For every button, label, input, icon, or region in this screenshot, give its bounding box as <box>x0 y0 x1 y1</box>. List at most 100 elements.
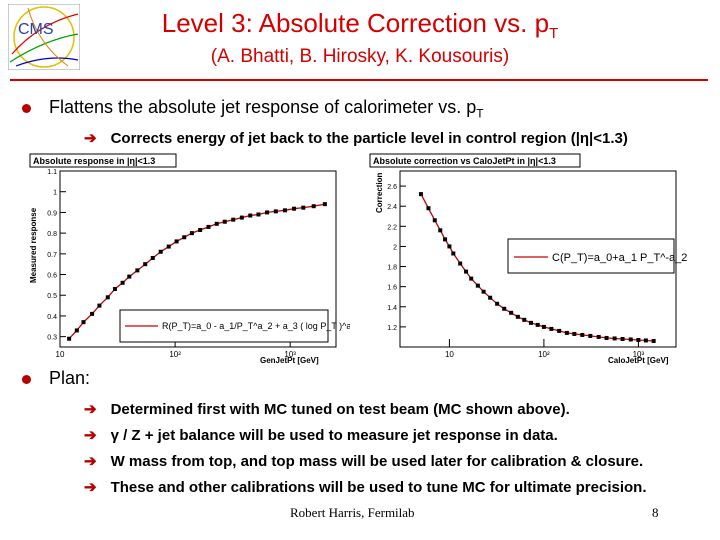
y-tick-label: 1 <box>53 190 57 197</box>
data-point <box>198 228 203 233</box>
y-axis-label: Correction <box>375 172 384 213</box>
x-tick-label: 10² <box>169 350 181 359</box>
bullet-dot-icon <box>22 374 31 384</box>
bullet1-text: Flattens the absolute jet response of ca… <box>49 97 477 117</box>
data-point <box>426 206 431 211</box>
x-axis-label: GenJetPt [GeV] <box>260 356 319 365</box>
data-point <box>282 208 287 213</box>
plan-list: ➔ Determined first with MC tuned on test … <box>84 397 647 501</box>
y-axis-label: Measured response <box>29 207 38 283</box>
data-point <box>596 334 601 339</box>
y-tick-label: 1.4 <box>387 305 397 312</box>
subbullet-corrects: ➔ Corrects energy of jet back to the part… <box>84 129 628 147</box>
data-point <box>535 322 540 327</box>
chart-title-box <box>369 153 581 168</box>
footer-author: Robert Harris, Fermilab <box>290 505 415 520</box>
y-tick-label: 2.6 <box>387 184 397 191</box>
arrow-right-icon: ➔ <box>84 427 97 444</box>
data-point <box>447 244 452 249</box>
chart-title: Absolute correction vs CaloJetPt in |η|<… <box>373 156 556 166</box>
title-text: Level 3: Absolute Correction vs. p <box>161 8 550 38</box>
list-item: ➔ These and other calibrations will be us… <box>84 479 647 496</box>
data-point <box>541 324 546 329</box>
data-point <box>580 332 585 337</box>
data-point <box>604 335 609 340</box>
sub1-text: Corrects energy of jet back to the parti… <box>110 130 628 147</box>
data-point <box>528 320 533 325</box>
data-point <box>588 333 593 338</box>
x-tick-label: 10³ <box>633 350 645 359</box>
data-point <box>67 336 72 341</box>
data-point <box>481 289 486 294</box>
data-point <box>97 303 102 308</box>
data-point <box>322 202 327 207</box>
bullet-dot-icon <box>22 103 31 113</box>
data-point <box>502 306 507 311</box>
data-point <box>557 328 562 333</box>
data-point <box>189 231 194 236</box>
fit-legend: C(P_T)=a_0+a_1 P_T^-a_2 <box>507 238 687 274</box>
y-tick-label: 2.2 <box>387 224 397 231</box>
y-tick-label: 0.4 <box>47 314 57 321</box>
data-point <box>628 337 633 342</box>
fit-legend-text: R(P_T)=a_0 - a_1/P_T^a_2 + a_3 ( log P_T… <box>162 321 350 331</box>
y-tick-label: 0.3 <box>47 335 57 342</box>
bullet2-text: Plan: <box>49 368 91 388</box>
data-point <box>458 261 463 266</box>
data-point <box>214 221 219 226</box>
list-item: ➔ Determined first with MC tuned on test … <box>84 401 570 418</box>
y-tick-label: 1.1 <box>47 169 57 176</box>
data-point <box>549 326 554 331</box>
y-tick-label: 0.9 <box>47 210 57 217</box>
y-tick-label: 0.6 <box>47 273 57 280</box>
arrow-right-icon: ➔ <box>84 401 97 418</box>
y-tick-label: 0.5 <box>47 293 57 300</box>
data-point <box>522 317 527 322</box>
list-item: ➔ γ / Z + jet balance will be used to mea… <box>84 427 558 444</box>
data-point <box>292 206 297 211</box>
data-point <box>564 330 569 335</box>
data-point <box>74 328 79 333</box>
data-point <box>112 287 117 292</box>
y-tick-label: 1.8 <box>387 265 397 272</box>
data-point <box>475 283 480 288</box>
chart-title-box <box>29 153 177 168</box>
data-point <box>572 331 577 336</box>
data-point <box>432 218 437 223</box>
y-tick-label: 2 <box>393 244 397 251</box>
data-point <box>248 213 253 218</box>
data-point <box>222 219 227 224</box>
y-tick-label: 1.6 <box>387 285 397 292</box>
cms-logo-icon: CMS <box>8 4 80 70</box>
data-point <box>90 311 95 316</box>
data-point <box>256 212 261 217</box>
data-point <box>620 336 625 341</box>
data-point <box>143 262 148 267</box>
arrow-right-icon: ➔ <box>84 130 97 147</box>
y-tick-label: 2.4 <box>387 204 397 211</box>
list-item: ➔ W mass from top, and top mass will be u… <box>84 453 644 470</box>
data-point <box>495 301 500 306</box>
slide-subtitle: (A. Bhatti, B. Hirosky, K. Kousouris) <box>210 46 510 67</box>
x-axis-label: CaloJetPt [GeV] <box>608 356 669 365</box>
data-point <box>443 237 448 242</box>
data-point <box>311 204 316 209</box>
data-point <box>509 310 514 315</box>
y-tick-label: 1.2 <box>387 325 397 332</box>
arrow-right-icon: ➔ <box>84 479 97 496</box>
x-tick-label: 10³ <box>284 350 296 359</box>
data-point <box>150 255 155 260</box>
bullet-flattens: Flattens the absolute jet response of ca… <box>22 97 484 121</box>
data-point <box>301 205 306 210</box>
y-tick-label: 0.7 <box>47 252 57 259</box>
fit-legend-text: C(P_T)=a_0+a_1 P_T^-a_2 <box>552 252 687 264</box>
bullet-plan: Plan: <box>22 368 90 389</box>
data-point <box>182 235 187 240</box>
fit-legend: R(P_T)=a_0 - a_1/P_T^a_2 + a_3 ( log P_T… <box>119 309 350 343</box>
plot-frame <box>59 170 337 348</box>
data-point <box>438 228 443 233</box>
title-divider <box>10 79 708 81</box>
data-point <box>451 251 456 256</box>
bullet1-subscript: T <box>476 106 484 121</box>
data-point <box>515 314 520 319</box>
